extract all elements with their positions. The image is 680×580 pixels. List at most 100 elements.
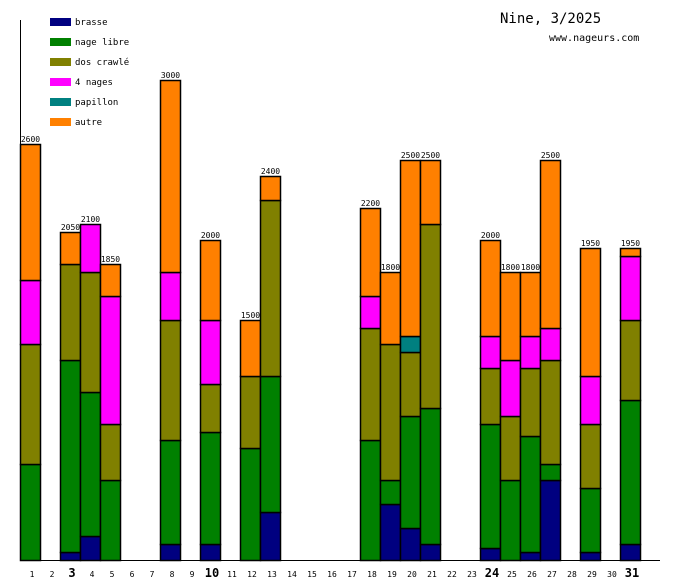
bar-segment-dos-crawlé (419, 223, 442, 410)
bar-segment-autre (479, 239, 502, 338)
x-tick-label: 7 (150, 570, 155, 579)
bar-segment-brasse (479, 547, 502, 562)
legend-label: papillon (75, 98, 118, 108)
bar-segment-brasse (79, 535, 102, 562)
bar-segment-dos-crawlé (259, 199, 282, 378)
bar-segment-nage-libre (539, 463, 562, 482)
bar-segment-autre (239, 319, 262, 378)
bar-segment-nage-libre (519, 435, 542, 554)
total-label: 2050 (61, 223, 80, 232)
bars-layer (19, 79, 642, 562)
x-tick-label: 12 (247, 570, 257, 579)
bar-segment-nage-libre (99, 479, 122, 562)
bar-segment-4-nages (619, 255, 642, 322)
total-label: 1950 (581, 239, 600, 248)
bar-segment-brasse (579, 551, 602, 562)
bar-segment-dos-crawlé (199, 383, 222, 434)
x-tick-label: 6 (130, 570, 135, 579)
total-label: 2500 (421, 151, 440, 160)
bar-segment-dos-crawlé (479, 367, 502, 426)
bar-segment-autre (579, 247, 602, 378)
legend-swatch (50, 38, 71, 46)
bar-segment-brasse (259, 511, 282, 562)
bar-segment-dos-crawlé (499, 415, 522, 482)
x-tick-label: 29 (587, 570, 597, 579)
bar-segment-dos-crawlé (379, 343, 402, 482)
legend-label: 4 nages (75, 78, 113, 88)
chart-title: Nine, 3/2025 (500, 11, 601, 27)
legend-swatch (50, 58, 71, 66)
legend-label: brasse (75, 18, 108, 28)
total-label: 2500 (401, 151, 420, 160)
bar-segment-brasse (419, 543, 442, 562)
bar-segment-nage-libre (259, 375, 282, 514)
x-tick-label: 4 (90, 570, 95, 579)
bar-segment-brasse (619, 543, 642, 562)
bar-segment-autre (159, 79, 182, 274)
x-tick-label: 19 (387, 570, 397, 579)
x-tick-label: 24 (485, 566, 499, 580)
x-tick-label: 26 (527, 570, 537, 579)
bar-segment-dos-crawlé (99, 423, 122, 482)
bar-segment-autre (379, 271, 402, 346)
x-tick-label: 27 (547, 570, 557, 579)
bar-segment-4-nages (79, 223, 102, 274)
bar-segment-4-nages (159, 271, 182, 322)
bar-segment-dos-crawlé (79, 271, 102, 394)
bar-segment-4-nages (579, 375, 602, 426)
total-label: 1800 (381, 263, 400, 272)
bar-segment-4-nages (499, 359, 522, 418)
total-label: 2000 (481, 231, 500, 240)
bar-segment-nage-libre (379, 479, 402, 506)
bar-segment-autre (519, 271, 542, 338)
legend-label: dos crawlé (75, 57, 129, 68)
x-tick-label: 22 (447, 570, 457, 579)
x-tick-label: 8 (170, 570, 175, 579)
total-label: 2400 (261, 167, 280, 176)
bar-segment-4-nages (99, 295, 122, 426)
bar-segment-dos-crawlé (19, 343, 42, 466)
bar-segment-dos-crawlé (539, 359, 562, 466)
legend-swatch (50, 18, 71, 26)
bar-segment-nage-libre (499, 479, 522, 562)
total-label: 2000 (201, 231, 220, 240)
bar-segment-autre (499, 271, 522, 362)
x-tick-label: 30 (607, 570, 617, 579)
chart-subtitle: www.nageurs.com (549, 33, 639, 44)
total-label: 1850 (101, 255, 120, 264)
total-label: 2100 (81, 215, 100, 224)
bar-segment-dos-crawlé (159, 319, 182, 442)
x-tick-label: 11 (227, 570, 237, 579)
x-tick-label: 28 (567, 570, 577, 579)
x-tick-labels: 1 2 3 4 5 6 7 8 9 10 11 12 13 14 15 16 17 18 19 20 21 22 23 24 2… (30, 566, 640, 580)
bar-segment-4-nages (359, 295, 382, 330)
bar-segment-nage-libre (579, 487, 602, 554)
x-tick-label: 20 (407, 570, 417, 579)
x-tick-label: 25 (507, 570, 517, 579)
x-tick-label: 18 (367, 570, 377, 579)
total-label: 2500 (541, 151, 560, 160)
x-tick-label: 15 (307, 570, 317, 579)
bar-segment-nage-libre (239, 447, 262, 562)
bar-segment-nage-libre (19, 463, 42, 562)
bar-segment-dos-crawlé (359, 327, 382, 442)
x-tick-label: 10 (205, 566, 219, 580)
bar-segment-autre (59, 231, 82, 266)
bar-segment-nage-libre (359, 439, 382, 562)
bar-segment-brasse (199, 543, 222, 562)
bar-segment-nage-libre (619, 399, 642, 546)
total-label: 1500 (241, 311, 260, 320)
bar-segment-dos-crawlé (239, 375, 262, 450)
bar-segment-nage-libre (419, 407, 442, 546)
bar-segment-autre (419, 159, 442, 226)
bar-segment-4-nages (479, 335, 502, 370)
x-tick-label: 3 (68, 566, 75, 580)
bar-segment-autre (199, 239, 222, 322)
x-tick-label: 23 (467, 570, 477, 579)
bar-segment-4-nages (199, 319, 222, 386)
bar-segment-brasse (519, 551, 542, 562)
total-label: 1800 (521, 263, 540, 272)
x-tick-label: 1 (30, 570, 35, 579)
legend-swatch (50, 98, 71, 106)
